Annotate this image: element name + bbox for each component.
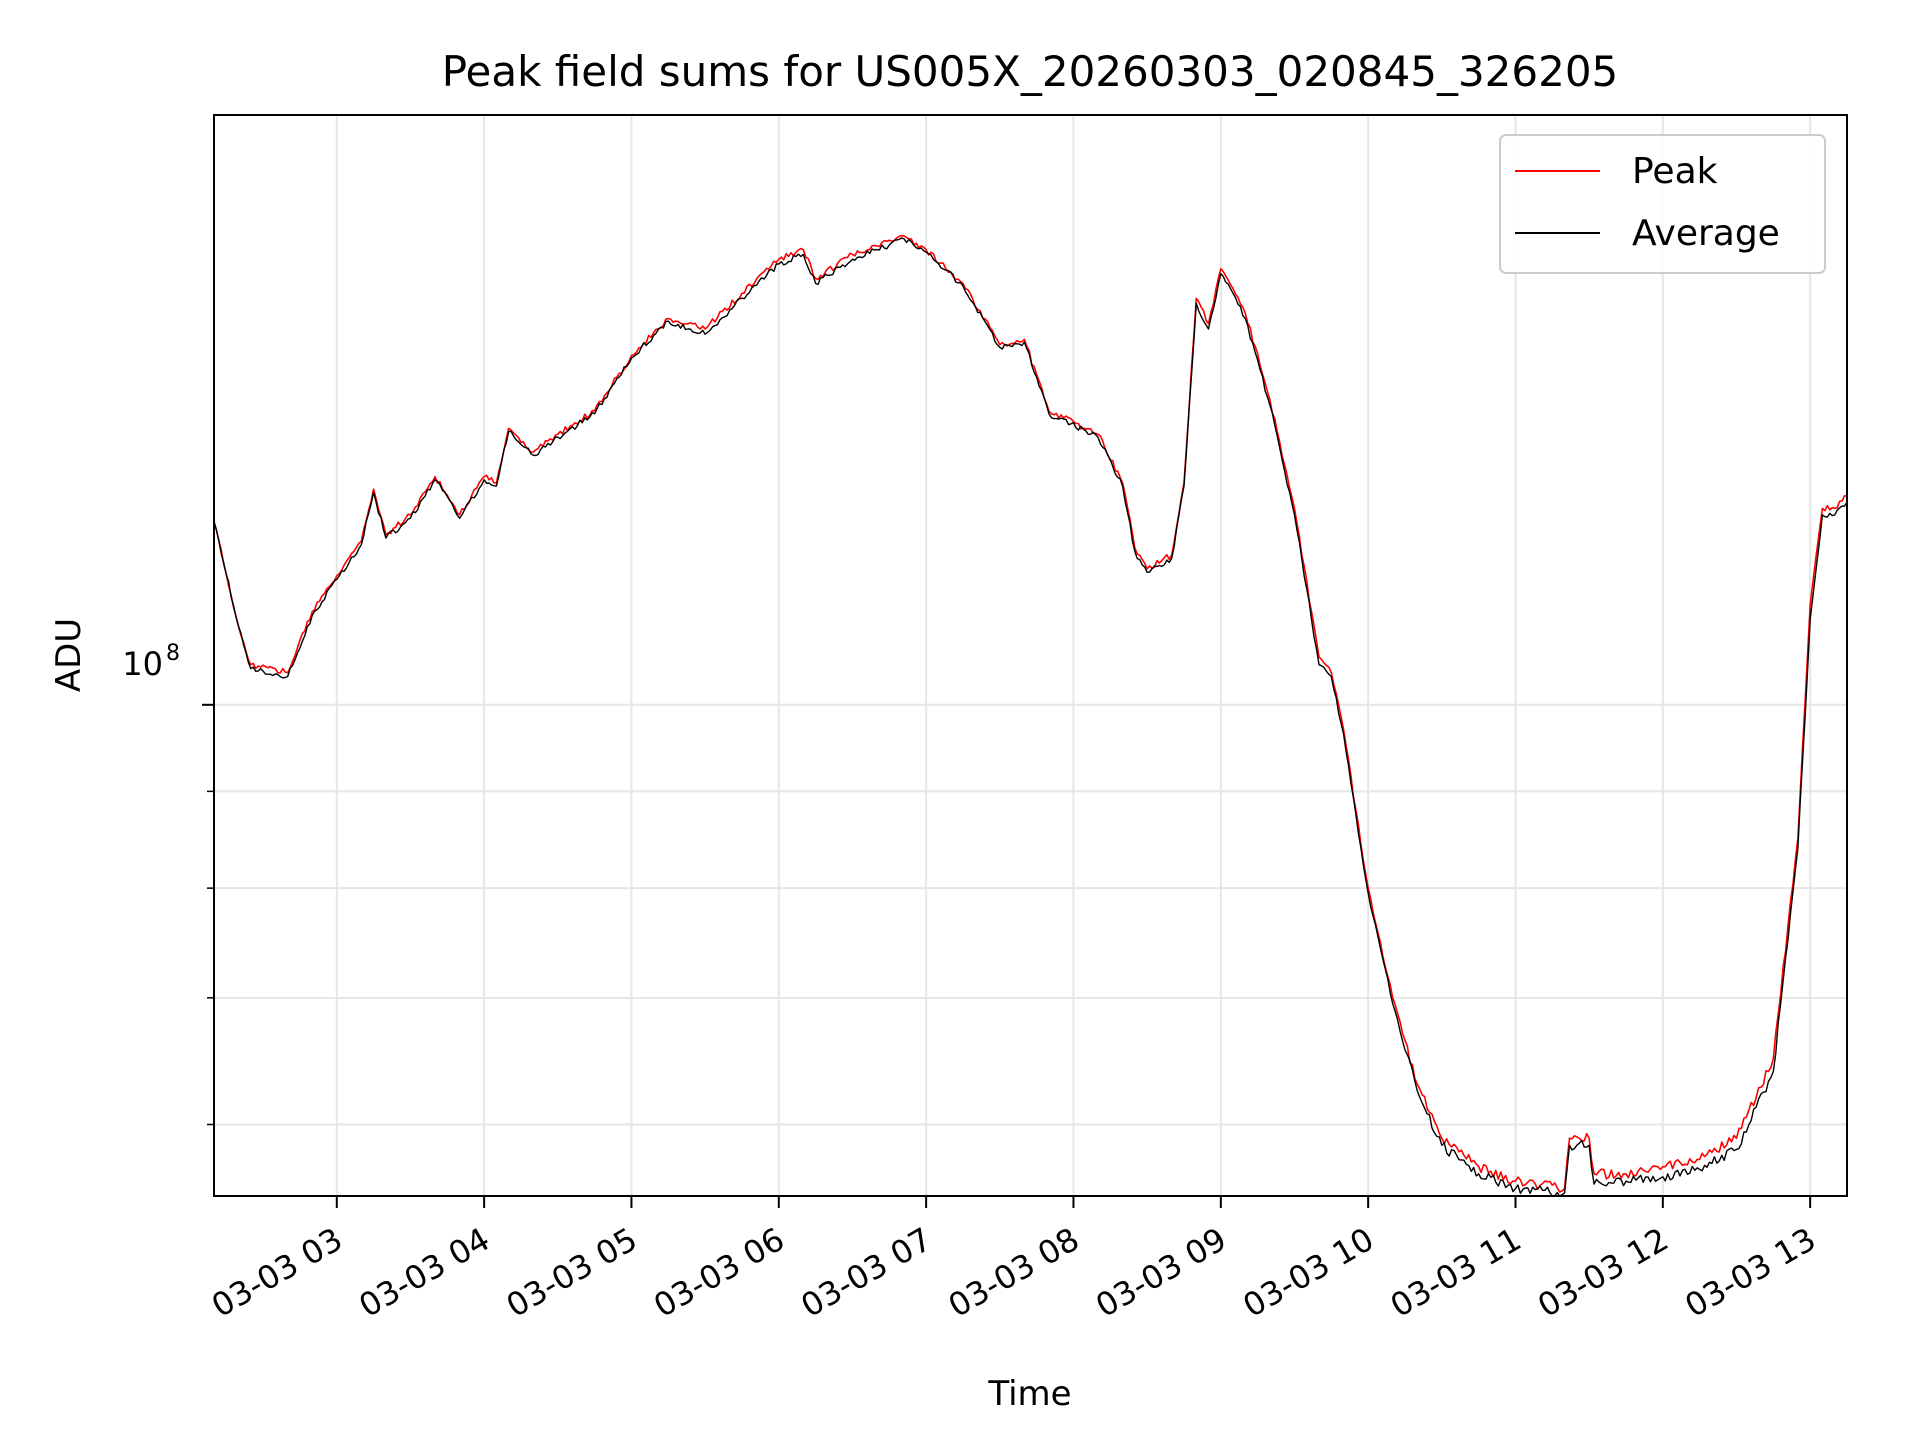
y-axis-title: ADU bbox=[49, 618, 89, 692]
legend-box bbox=[1499, 134, 1826, 274]
y-tick-label-1e8: 10 8 bbox=[122, 641, 180, 683]
legend-label-peak: Peak bbox=[1632, 151, 1718, 192]
legend-label-average: Average bbox=[1632, 213, 1780, 254]
x-axis-title: Time bbox=[987, 1374, 1071, 1414]
chart-title: Peak field sums for US005X_20260303_0208… bbox=[442, 47, 1619, 96]
series-line-average bbox=[213, 237, 1848, 1197]
y-tick-exponent: 8 bbox=[166, 641, 180, 666]
legend: Peak Average bbox=[1499, 134, 1826, 274]
y-tick-base: 10 bbox=[122, 645, 163, 683]
plot-frame bbox=[213, 114, 1848, 1197]
grid-lines bbox=[214, 115, 1847, 1196]
series-layer bbox=[213, 234, 1848, 1197]
